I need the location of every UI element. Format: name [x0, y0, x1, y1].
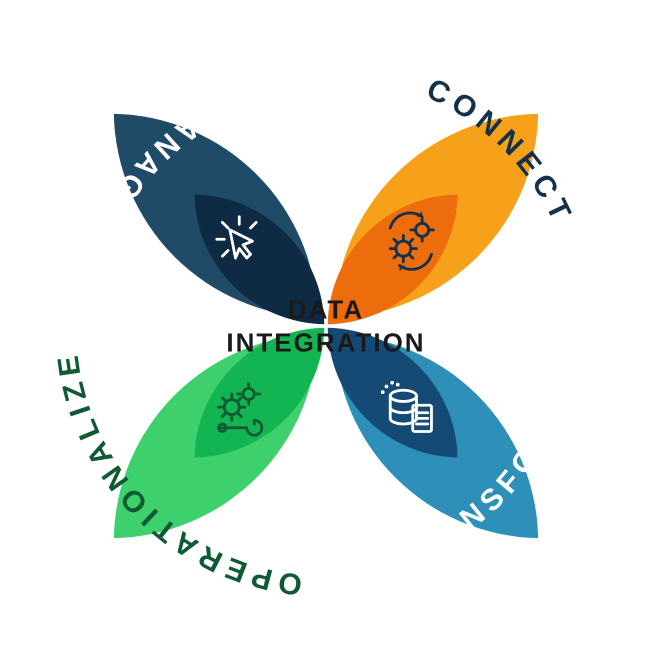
center-title-line2: INTEGRATION: [226, 326, 425, 359]
data-integration-diagram: MANAGECONNECTTRANSFORMOPERATIONALIZE DAT…: [0, 0, 652, 652]
center-title: DATA INTEGRATION: [226, 294, 425, 359]
center-title-line1: DATA: [226, 294, 425, 327]
